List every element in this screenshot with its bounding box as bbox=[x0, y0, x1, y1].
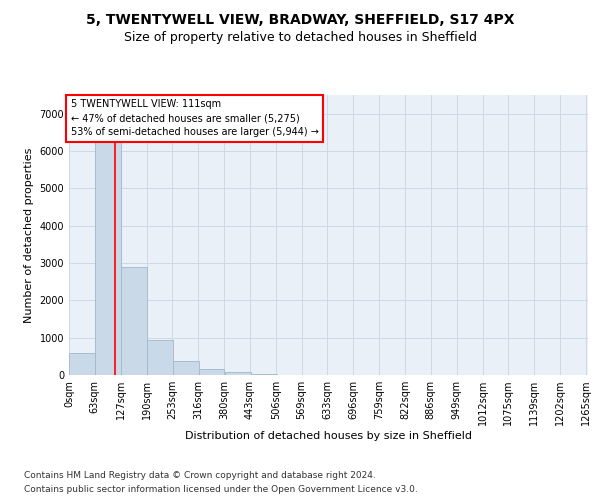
Text: Contains HM Land Registry data © Crown copyright and database right 2024.: Contains HM Land Registry data © Crown c… bbox=[24, 472, 376, 480]
Text: 5, TWENTYWELL VIEW, BRADWAY, SHEFFIELD, S17 4PX: 5, TWENTYWELL VIEW, BRADWAY, SHEFFIELD, … bbox=[86, 13, 514, 27]
Bar bbox=[121, 266, 147, 375]
Bar bbox=[69, 352, 95, 375]
X-axis label: Distribution of detached houses by size in Sheffield: Distribution of detached houses by size … bbox=[185, 431, 472, 441]
Bar bbox=[251, 374, 277, 375]
Bar bbox=[95, 136, 121, 375]
Text: Size of property relative to detached houses in Sheffield: Size of property relative to detached ho… bbox=[124, 31, 476, 44]
Bar bbox=[199, 370, 224, 375]
Y-axis label: Number of detached properties: Number of detached properties bbox=[24, 148, 34, 322]
Bar bbox=[173, 361, 199, 375]
Text: Contains public sector information licensed under the Open Government Licence v3: Contains public sector information licen… bbox=[24, 484, 418, 494]
Text: 5 TWENTYWELL VIEW: 111sqm
← 47% of detached houses are smaller (5,275)
53% of se: 5 TWENTYWELL VIEW: 111sqm ← 47% of detac… bbox=[71, 100, 319, 138]
Bar bbox=[147, 340, 173, 375]
Bar bbox=[225, 372, 251, 375]
